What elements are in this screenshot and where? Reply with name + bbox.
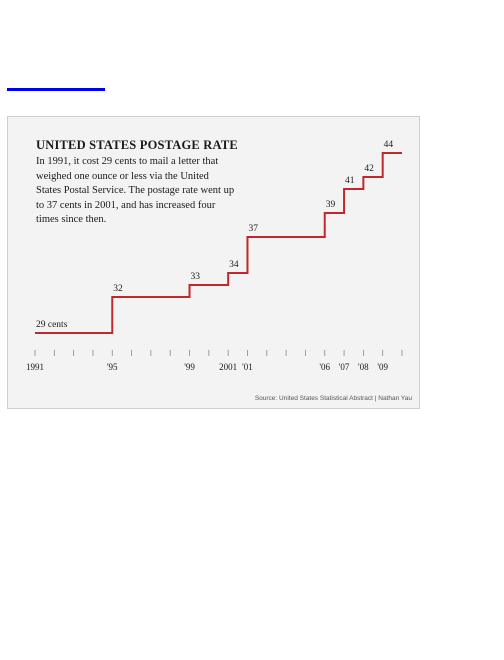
data-label-2009: 44 [384, 140, 394, 150]
data-label-2008: 42 [364, 164, 374, 174]
chart-title: UNITED STATES POSTAGE RATE [36, 138, 238, 152]
data-label-2002: 37 [248, 224, 258, 234]
data-label-1999: 33 [191, 272, 201, 282]
data-label-1995: 32 [113, 284, 123, 294]
postage-rate-chart: 29 cents 32 33 34 37 39 41 42 44 1991 '95 '99 2001 '0… [7, 116, 420, 409]
x-tick-label-2007: '07 [339, 362, 350, 372]
data-label-2006: 39 [326, 200, 336, 210]
chart-source: Source: United States Statistical Abstra… [254, 395, 412, 402]
chart-plot: 29 cents 32 33 34 37 39 41 42 44 1991 '95 '99 2001 '0… [26, 140, 403, 372]
x-tick-label-1999: '99 [184, 362, 195, 372]
data-label-1991: 29 cents [36, 320, 68, 330]
chart-description: In 1991, it cost 29 cents to mail a lett… [36, 156, 235, 225]
postage-rate-step-line [35, 152, 402, 334]
data-label-2007: 41 [345, 176, 355, 186]
x-tick-label-2001: 2001 [219, 362, 237, 372]
x-tick-label-2002: '01 [242, 362, 253, 372]
header-link[interactable] [7, 88, 105, 91]
data-label-2001: 34 [229, 260, 239, 270]
x-tick-label-1991: 1991 [26, 362, 44, 372]
x-tick-label-2009: '09 [377, 362, 388, 372]
x-tick-label-2006: '06 [319, 362, 330, 372]
x-tick-label-2008: '08 [358, 362, 369, 372]
x-tick-label-1995: '95 [107, 362, 118, 372]
